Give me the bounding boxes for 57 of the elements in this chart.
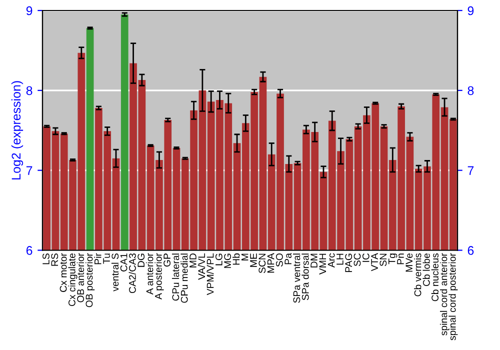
x-tick-label: Pn	[397, 254, 404, 264]
y-tick-label: 6	[26, 246, 32, 255]
x-tick-label: Cx cingulate	[68, 253, 78, 306]
y2-tick-label: 8	[468, 86, 474, 96]
y-tick-label: 9	[26, 6, 32, 16]
x-tick-label: CPu lateral	[172, 254, 180, 301]
x-tick-label: LS	[42, 253, 50, 264]
x-tick-label: LH	[336, 254, 344, 265]
x-tick-label: DM	[310, 254, 318, 268]
x-tick-label: A posterior	[154, 253, 164, 300]
y2-tick-label: 7	[468, 166, 474, 175]
x-tick-label: GP	[164, 254, 170, 267]
x-tick-label: Tu	[103, 254, 110, 264]
x-tick-label: MPA	[267, 253, 274, 273]
x-tick-label: A anterior	[146, 253, 154, 295]
x-tick-label: ME	[250, 253, 257, 267]
x-tick-label: spinal cord anterior	[440, 253, 450, 336]
x-tick-label: Hb	[232, 253, 240, 265]
x-tick-label: Arc	[328, 253, 335, 268]
x-tick-label: SPa dorsal	[302, 254, 309, 300]
x-tick-label: Cb nucleus	[431, 253, 438, 302]
x-tick-label: Cb lobe	[422, 253, 430, 286]
y-tick-label: 8	[26, 86, 32, 96]
x-tick-label: Cb vermis	[414, 253, 422, 296]
x-tick-label: PAG	[345, 254, 352, 272]
x-tick-label: Pa	[284, 253, 292, 264]
x-tick-label: MD	[190, 253, 196, 268]
x-tick-label: VTA	[371, 253, 378, 272]
x-tick-label: SO	[276, 253, 283, 267]
x-tick-label: IC	[362, 253, 370, 262]
x-tick-label: OB anterior	[76, 253, 84, 302]
x-tick-label: M	[242, 254, 248, 260]
x-tick-label: spinal cord posterior	[448, 253, 458, 340]
x-tick-label: CA1	[120, 254, 128, 272]
x-tick-label: VPM/VPL	[206, 253, 214, 296]
y-axis-title: Log2 (expression)	[11, 81, 24, 180]
y-tick-label: 7	[26, 166, 32, 175]
x-tick-label: MVe	[406, 253, 413, 272]
x-tick-label: SC	[354, 253, 361, 266]
x-tick-label: Cx motor	[60, 253, 67, 292]
x-tick-label: Tg	[388, 254, 398, 264]
x-tick-label: SPa ventral	[293, 254, 300, 303]
x-tick-label: CPu medial	[180, 254, 188, 303]
x-tick-label: DG	[138, 254, 145, 267]
x-tick-label: ventral S	[111, 253, 119, 292]
x-tick-label: CA2/CA3	[128, 253, 136, 294]
y2-tick-label: 9	[468, 6, 474, 16]
x-tick-label: SCN	[258, 254, 266, 274]
x-tick-label: Pir	[94, 253, 102, 264]
y2-tick-label: 6	[468, 246, 474, 255]
x-tick-label: VA/VL	[198, 253, 206, 280]
x-tick-label: MG	[224, 254, 231, 268]
x-tick-label: LG	[215, 254, 222, 266]
x-tick-label: SN	[380, 254, 387, 266]
x-tick-label: RS	[51, 253, 58, 266]
x-tick-label: OB posterior	[86, 253, 95, 308]
x-tick-label: VMH	[319, 254, 326, 275]
